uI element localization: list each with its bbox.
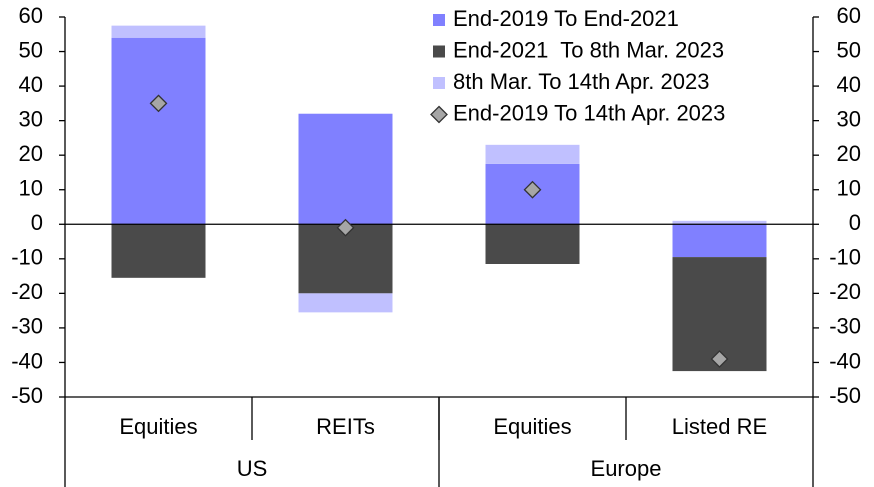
legend-label: End-2019 To 14th Apr. 2023 <box>453 100 725 125</box>
marker <box>336 218 355 237</box>
legend-swatch <box>433 45 445 58</box>
legend-swatch <box>433 77 445 89</box>
y2-tick-label: -40 <box>829 348 861 373</box>
x-tick-label: Equities <box>493 414 571 439</box>
x-tick-label: REITs <box>316 414 375 439</box>
bar <box>485 224 580 264</box>
legend-label: 8th Mar. To 14th Apr. 2023 <box>453 69 709 94</box>
y-tick-label: 50 <box>19 37 43 62</box>
y2-tick-label: -50 <box>829 383 861 408</box>
y-tick-label: 0 <box>31 210 43 235</box>
bar <box>672 220 767 225</box>
y2-tick-label: 30 <box>837 106 861 131</box>
y-tick-label: 40 <box>19 72 43 97</box>
y2-tick-label: -30 <box>829 314 861 339</box>
bar <box>485 144 580 164</box>
bar <box>298 113 393 225</box>
y2-tick-label: 60 <box>837 3 861 28</box>
group-label: Europe <box>591 456 662 481</box>
legend-swatch <box>433 14 445 26</box>
x-tick-label: Equities <box>119 414 197 439</box>
y2-tick-label: -20 <box>829 279 861 304</box>
y-tick-label: -40 <box>11 348 43 373</box>
y2-tick-label: -10 <box>829 245 861 270</box>
bar <box>111 224 206 278</box>
legend-label: End-2021 To 8th Mar. 2023 <box>453 37 724 62</box>
bar <box>111 37 206 225</box>
y2-tick-label: 40 <box>837 72 861 97</box>
y2-tick-label: 50 <box>837 37 861 62</box>
marker <box>149 94 168 113</box>
y-tick-label: -20 <box>11 279 43 304</box>
marker <box>710 350 729 368</box>
bar <box>111 25 206 38</box>
legend-marker <box>430 105 448 124</box>
y-tick-label: 10 <box>19 176 43 201</box>
legend-label: End-2019 To End-2021 <box>453 6 679 31</box>
bar <box>672 224 767 258</box>
y-tick-label: 60 <box>19 3 43 28</box>
y2-tick-label: 20 <box>837 141 861 166</box>
marker <box>523 180 542 199</box>
y-tick-label: 20 <box>19 141 43 166</box>
y-tick-label: -30 <box>11 314 43 339</box>
bar <box>298 293 393 313</box>
y-tick-label: -10 <box>11 245 43 270</box>
group-label: US <box>237 456 268 481</box>
y-tick-label: 30 <box>19 106 43 131</box>
y2-tick-label: 0 <box>849 210 861 235</box>
x-tick-label: Listed RE <box>672 414 767 439</box>
y-tick-label: -50 <box>11 383 43 408</box>
y2-tick-label: 10 <box>837 176 861 201</box>
